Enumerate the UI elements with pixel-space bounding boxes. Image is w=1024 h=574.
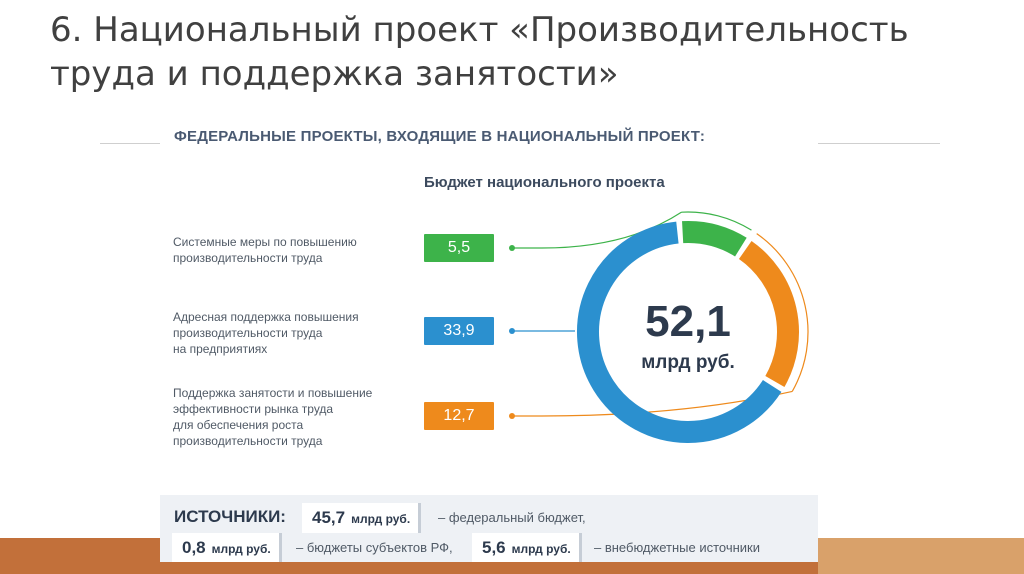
connector-line-1 [512, 211, 682, 249]
slide-title: 6. Национальный проект «Производительнос… [50, 8, 1010, 96]
source-pill-extrabudget: 5,6 млрд руб. [472, 533, 582, 563]
total-value: 52,1 [645, 297, 731, 346]
budget-donut-chart: 52,1 млрд руб. [509, 211, 809, 443]
decor-bar-bottom [160, 562, 818, 574]
sources-title: ИСТОЧНИКИ: [174, 507, 286, 526]
infographic: ФЕДЕРАЛЬНЫЕ ПРОЕКТЫ, ВХОДЯЩИЕ В НАЦИОНАЛ… [160, 112, 818, 564]
donut-segment-2 [577, 221, 782, 443]
divider-right [818, 143, 940, 144]
donut-segment-1 [682, 221, 747, 257]
slide-title-line-1: 6. Национальный проект «Производительнос… [50, 10, 909, 50]
divider-left [100, 143, 160, 144]
decor-bar-right [818, 538, 1024, 574]
source-pill-federal: 45,7 млрд руб. [302, 503, 422, 533]
source-federal-unit: млрд руб. [351, 512, 411, 526]
project-value-2: 33,9 [424, 317, 494, 345]
source-federal-desc: – федеральный бюджет, [438, 510, 586, 525]
bracket-arc-1 [681, 211, 752, 231]
project-label-3: Поддержка занятости и повышение эффектив… [173, 386, 373, 448]
budget-title: Бюджет национального проекта [424, 174, 665, 191]
source-extrabudget-unit: млрд руб. [511, 542, 571, 556]
project-label-2: Адресная поддержка повышения производите… [173, 310, 359, 356]
donut-segment-3 [738, 240, 799, 387]
source-pill-regional: 0,8 млрд руб. [172, 533, 282, 563]
donut-ring [577, 221, 799, 443]
connector-lines [509, 211, 809, 419]
project-value-1: 5,5 [424, 234, 494, 262]
infographic-heading: ФЕДЕРАЛЬНЫЕ ПРОЕКТЫ, ВХОДЯЩИЕ В НАЦИОНАЛ… [174, 128, 706, 145]
decor-bar-left [0, 538, 160, 574]
slide-title-line-2: труда и поддержка занятости» [50, 54, 619, 94]
source-federal-value: 45,7 [312, 508, 346, 527]
source-regional-desc: – бюджеты субъектов РФ, [296, 540, 453, 555]
source-regional-value: 0,8 [182, 538, 206, 557]
source-extrabudget-value: 5,6 [482, 538, 506, 557]
source-extrabudget-desc: – внебюджетные источники [594, 540, 760, 555]
source-regional-unit: млрд руб. [211, 542, 271, 556]
project-label-1: Системные меры по повышению производител… [173, 235, 357, 265]
project-value-3: 12,7 [424, 402, 494, 430]
sources-panel: ИСТОЧНИКИ: 45,7 млрд руб. – федеральный б… [160, 495, 818, 564]
bracket-arc-3 [756, 233, 809, 392]
total-unit: млрд руб. [641, 352, 735, 373]
